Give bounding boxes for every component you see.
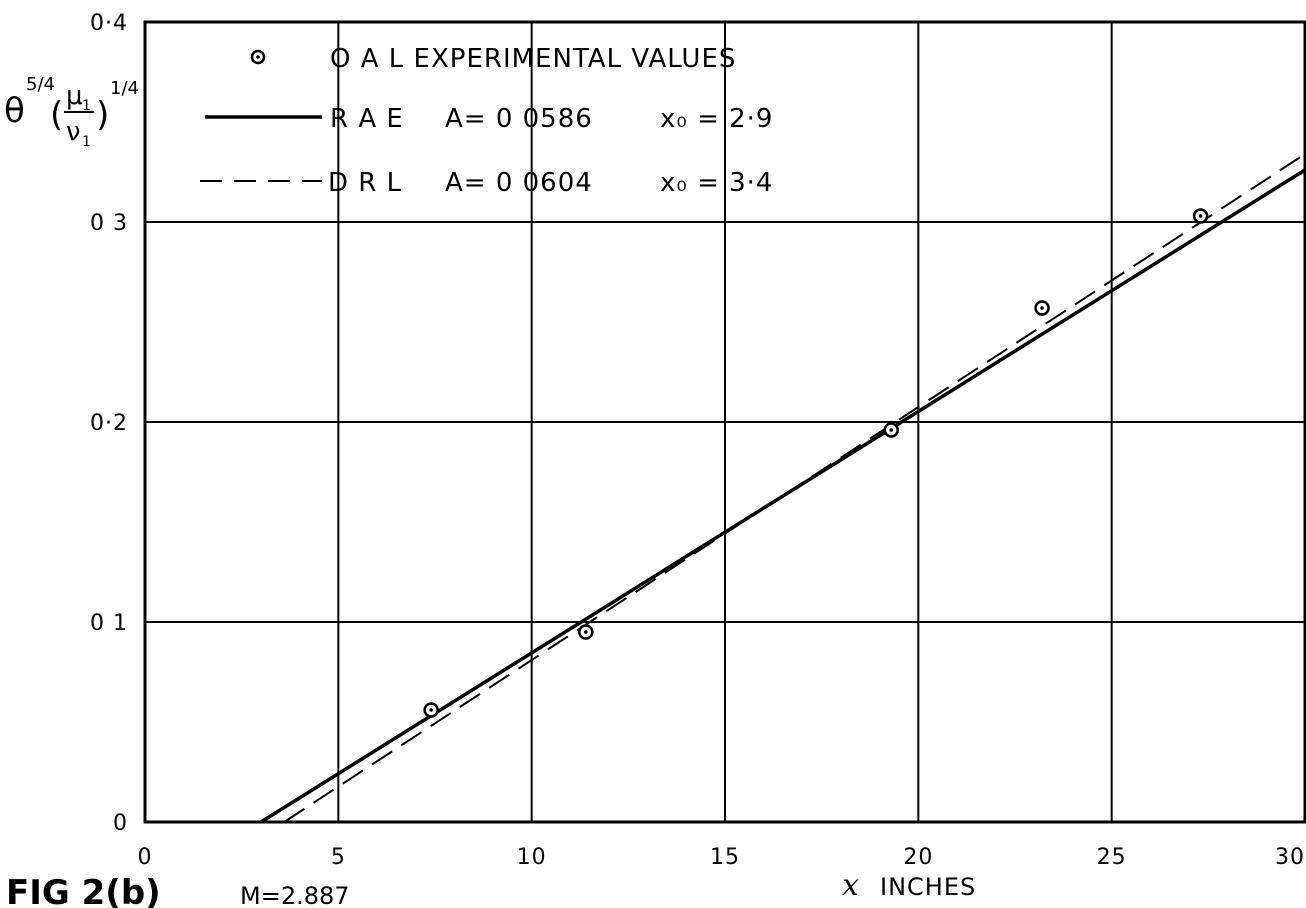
legend: O A L EXPERIMENTAL VALUES R A E A= 0 058… (200, 44, 773, 198)
legend-drl-a: A= 0 0604 (445, 168, 593, 198)
x-tick-label-4: 20 (903, 845, 933, 870)
data-point-center-2 (889, 428, 894, 432)
grid (144, 21, 1306, 823)
y-axis-label: θ 5/4 ( μ 1 ν 1 ) 1/4 (4, 74, 139, 150)
ylabel-outer-power: 1/4 (110, 78, 139, 99)
x-axis-label-symbol: x (842, 868, 860, 903)
figure-label: FIG 2(b) (6, 873, 161, 908)
x-tick-label-2: 10 (517, 845, 547, 870)
y-tick-label-4: 0·4 (90, 11, 128, 36)
y-tick-label-3: 0 3 (90, 211, 128, 236)
legend-rae-x0: x₀ = 2·9 (660, 104, 773, 134)
y-tick-label-1: 0 1 (90, 611, 128, 636)
ylabel-ratio-den: ν (66, 117, 81, 147)
ylabel-ratio-num-sub: 1 (82, 98, 91, 114)
data-point-center-1 (584, 630, 588, 634)
plot-frame (143, 20, 1306, 824)
x-tick-label-3: 15 (710, 845, 740, 870)
x-tick-label-5: 25 (1097, 845, 1127, 870)
ylabel-paren-open: ( (50, 95, 63, 135)
x-tick-label-0: 0 (138, 845, 153, 870)
legend-rae-a: A= 0 0586 (445, 104, 593, 134)
legend-drl-x0: x₀ = 3·4 (660, 168, 773, 198)
ylabel-theta: θ (4, 91, 25, 131)
series-line-rae (260, 168, 1306, 824)
data-point-center-4 (1198, 214, 1203, 218)
ylabel-ratio-den-sub: 1 (82, 134, 91, 150)
ylabel-paren-close: ) (96, 95, 109, 135)
tick-labels: 0 5 10 15 20 25 30 0 0 1 0·2 0 3 0·4 (90, 11, 1305, 870)
legend-marker-experimental (250, 49, 266, 65)
ylabel-ratio-num: μ (66, 81, 83, 111)
legend-label-experimental: O A L EXPERIMENTAL VALUES (330, 44, 736, 74)
x-tick-label-6: 30 (1275, 845, 1305, 870)
x-axis-label: INCHES (880, 873, 976, 901)
data-point-center-0 (429, 708, 433, 712)
legend-label-rae: R A E (330, 104, 404, 134)
figure-sublabel: M=2.887 (240, 882, 350, 908)
y-tick-label-2: 0·2 (90, 411, 128, 436)
y-tick-label-0: 0 (113, 811, 128, 836)
legend-label-drl: D R L (328, 168, 402, 198)
data-point-center-3 (1040, 306, 1044, 310)
ylabel-theta-power: 5/4 (26, 74, 55, 95)
x-tick-label-1: 5 (331, 845, 346, 870)
series-layer (260, 153, 1306, 824)
legend-marker-experimental-dot (256, 55, 260, 59)
